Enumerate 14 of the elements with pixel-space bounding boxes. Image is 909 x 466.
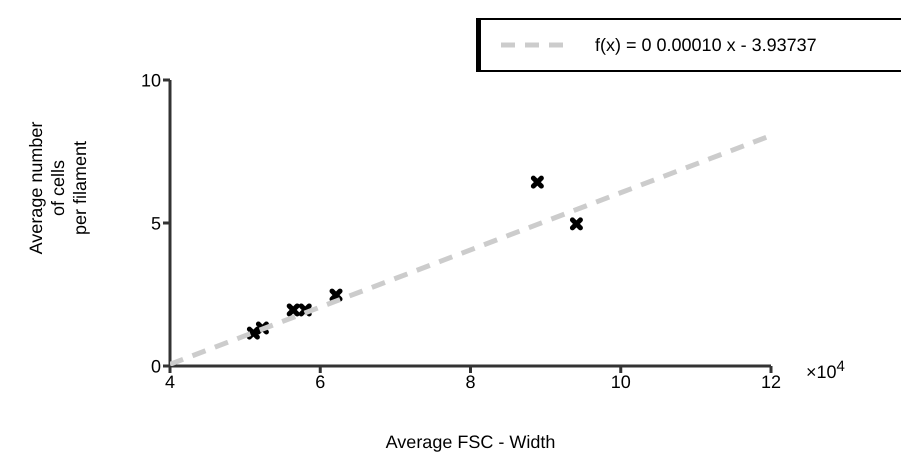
x-axis-title: Average FSC - Width	[386, 432, 556, 452]
x-tick-label: 12	[760, 372, 782, 392]
x-tick-label: 8	[465, 372, 476, 392]
y-axis-title: Average number of cells per filament	[25, 120, 91, 256]
y-tick-label: 10	[140, 70, 161, 90]
text: ×10$^{4}$	[806, 358, 845, 383]
point	[530, 176, 544, 189]
x-tick-label: 10	[610, 372, 631, 392]
point	[570, 217, 583, 230]
legend-label: f(x) = 0 0.00010 x - 3.93737	[595, 34, 817, 56]
y-tick-label: 0	[150, 356, 161, 376]
x-tick-label: 4	[164, 372, 176, 392]
x-tick-label: 6	[315, 372, 326, 392]
y-tick-label: 5	[150, 213, 161, 234]
